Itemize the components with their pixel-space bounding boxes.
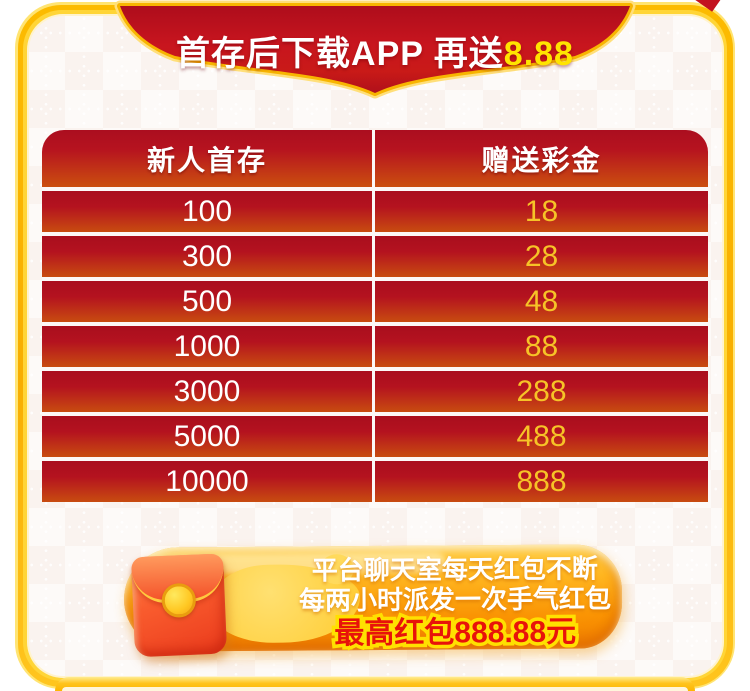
bonus-cell: 28 — [375, 232, 708, 277]
deposit-cell: 10000 — [42, 457, 375, 502]
deposit-cell: 3000 — [42, 367, 375, 412]
next-card-inner — [62, 687, 688, 691]
deposit-cell: 100 — [42, 187, 375, 232]
column-header-deposit: 新人首存 — [42, 130, 375, 187]
promo-line-1: 平台聊天室每天红包不断 — [311, 553, 598, 586]
promo-line-3: 最高红包888.88元 最高红包888.88元 — [292, 612, 618, 654]
deposit-bonus-table: 新人首存 赠送彩金 100 18 300 28 500 48 1000 88 3… — [42, 130, 708, 502]
red-envelope-icon — [130, 553, 228, 658]
redpacket-promo-text: 平台聊天室每天红包不断 每两小时派发一次手气红包 最高红包888.88元 最高红… — [292, 553, 619, 653]
ribbon-banner-shape — [114, 0, 636, 99]
bonus-cell: 18 — [375, 187, 708, 232]
bonus-cell: 888 — [375, 457, 708, 502]
deposit-cell: 5000 — [42, 412, 375, 457]
promo-line-3-fill: 最高红包888.88元 — [334, 615, 577, 651]
deposit-cell: 300 — [42, 232, 375, 277]
bonus-cell: 48 — [375, 277, 708, 322]
next-card-top-edge — [55, 677, 695, 691]
bonus-cell: 488 — [375, 412, 708, 457]
column-header-bonus: 赠送彩金 — [375, 130, 708, 187]
ribbon-title[interactable]: 首存后下载APP 再送8.88 — [0, 26, 750, 75]
deposit-cell: 500 — [42, 277, 375, 322]
bonus-cell: 88 — [375, 322, 708, 367]
deposit-cell: 1000 — [42, 322, 375, 367]
envelope-gold-clasp — [161, 582, 197, 619]
promo-line-2: 每两小时派发一次手气红包 — [298, 583, 612, 616]
ribbon-bonus-amount: 8.88 — [503, 35, 574, 73]
ribbon-title-text: 首存后下载APP 再送 — [176, 35, 504, 73]
bonus-cell: 288 — [375, 367, 708, 412]
redpacket-promo-banner[interactable]: 平台聊天室每天红包不断 每两小时派发一次手气红包 最高红包888.88元 最高红… — [123, 544, 623, 658]
